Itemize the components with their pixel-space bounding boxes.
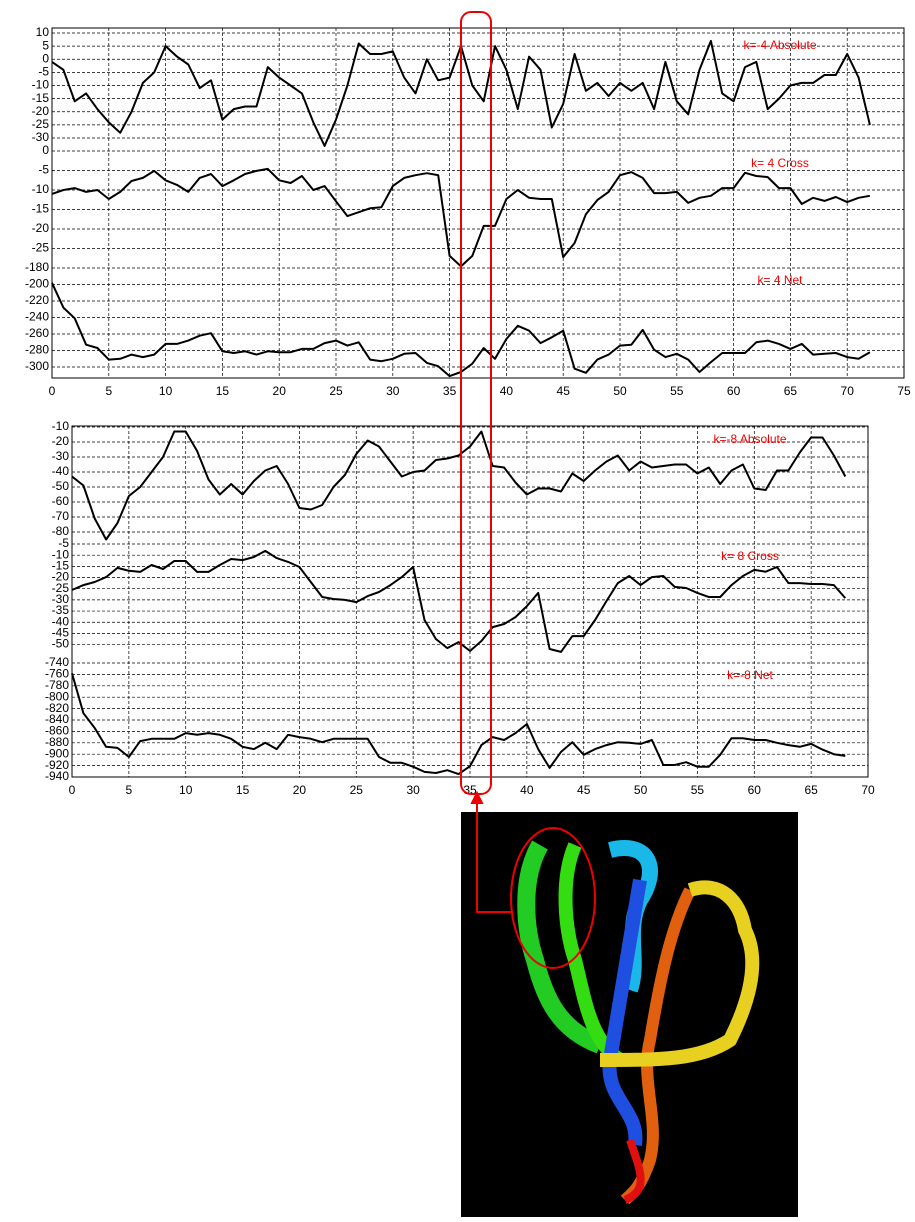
y-tick-label: 0	[42, 51, 49, 65]
y-tick-label: -20	[32, 104, 50, 118]
y-tick-label: -240	[25, 310, 49, 324]
x-tick-label: 65	[804, 783, 818, 797]
y-tick-label: -50	[52, 479, 70, 493]
x-tick-label: 50	[634, 783, 648, 797]
panel-label: k=-4 Absolute	[743, 38, 816, 52]
y-tick-label: -60	[52, 494, 70, 508]
y-tick-label: 5	[42, 38, 49, 52]
y-tick-label: -50	[52, 637, 70, 651]
x-tick-label: 5	[126, 783, 133, 797]
data-line	[72, 673, 845, 774]
y-tick-label: -25	[32, 117, 50, 131]
panel-label: k= 4 Net	[757, 273, 803, 287]
y-tick-label: -5	[38, 65, 49, 79]
y-tick-label: -200	[25, 277, 49, 291]
x-tick-label: 60	[748, 783, 762, 797]
x-tick-label: 25	[350, 783, 364, 797]
y-tick-label: -15	[32, 91, 50, 105]
x-tick-label: 70	[861, 783, 875, 797]
y-tick-label: -260	[25, 326, 49, 340]
x-tick-label: 15	[236, 783, 250, 797]
x-tick-label: 35	[443, 384, 457, 398]
y-tick-label: 10	[36, 25, 50, 39]
y-tick-label: -15	[32, 202, 50, 216]
x-tick-label: 10	[159, 384, 173, 398]
x-tick-label: 50	[613, 384, 627, 398]
y-tick-label: -25	[32, 241, 50, 255]
x-tick-label: 15	[216, 384, 230, 398]
x-tick-label: 0	[49, 384, 56, 398]
y-tick-label: -280	[25, 343, 49, 357]
y-tick-label: -5	[38, 163, 49, 177]
y-tick-label: -940	[45, 769, 69, 783]
panel-label: k=-8 Absolute	[713, 432, 786, 446]
x-tick-label: 40	[500, 384, 514, 398]
y-tick-label: -10	[32, 78, 50, 92]
x-tick-label: 65	[784, 384, 798, 398]
y-tick-label: -300	[25, 359, 49, 373]
panel-label: k= 8 Cross	[721, 549, 779, 563]
x-tick-label: 30	[386, 384, 400, 398]
x-tick-label: 45	[557, 384, 571, 398]
y-tick-label: -40	[52, 464, 70, 478]
x-tick-label: 5	[105, 384, 112, 398]
panel-label: k= 4 Cross	[751, 156, 809, 170]
x-tick-label: 45	[577, 783, 591, 797]
x-tick-label: 10	[179, 783, 193, 797]
y-tick-label: -180	[25, 260, 49, 274]
protein-image	[461, 812, 798, 1217]
y-tick-label: -70	[52, 509, 70, 523]
x-tick-label: 20	[293, 783, 307, 797]
x-tick-label: 70	[841, 384, 855, 398]
panel-label: k=-8 Net	[727, 668, 773, 682]
x-tick-label: 40	[520, 783, 534, 797]
y-tick-label: -30	[52, 449, 70, 463]
data-line	[72, 432, 845, 540]
x-tick-label: 0	[69, 783, 76, 797]
y-tick-label: 0	[42, 143, 49, 157]
y-tick-label: -10	[32, 182, 50, 196]
x-tick-label: 25	[329, 384, 343, 398]
plot-frame	[52, 28, 904, 378]
x-tick-label: 75	[897, 384, 911, 398]
x-tick-label: 60	[727, 384, 741, 398]
x-tick-label: 30	[406, 783, 420, 797]
x-tick-label: 20	[273, 384, 287, 398]
y-tick-label: -220	[25, 293, 49, 307]
y-tick-label: -30	[32, 130, 50, 144]
y-tick-label: -20	[52, 434, 70, 448]
y-tick-label: -20	[32, 221, 50, 235]
x-tick-label: 55	[670, 384, 684, 398]
y-tick-label: -10	[52, 419, 70, 433]
x-tick-label: 55	[691, 783, 705, 797]
figure: 0510152025303540455055606570751050-5-10-…	[0, 0, 915, 1217]
highlight-box	[461, 12, 491, 794]
